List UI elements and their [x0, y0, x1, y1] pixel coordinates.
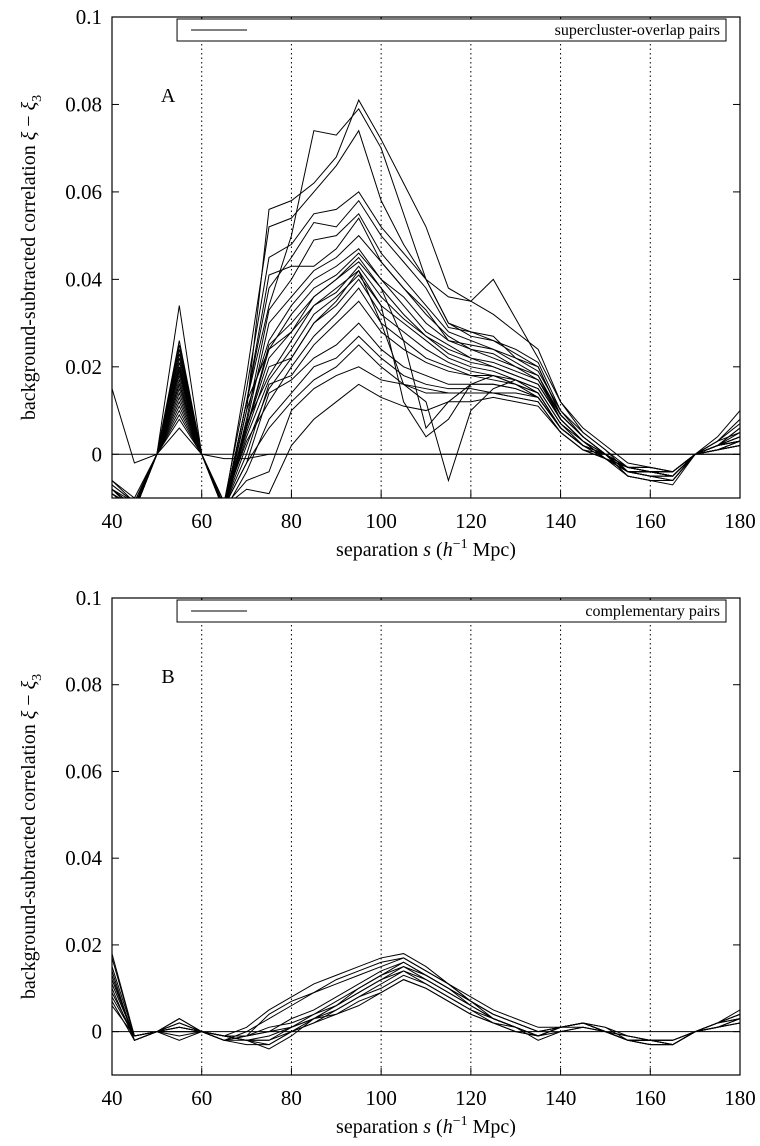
x-axis-label-symbol: h	[443, 1116, 453, 1138]
y-tick-label: 0.06	[65, 180, 102, 204]
y-tick-label: 0.02	[65, 933, 102, 957]
y-tick-label: 0.1	[76, 586, 102, 610]
x-axis-label-text: separation	[336, 1116, 423, 1138]
x-tick-label: 140	[545, 509, 577, 533]
panel-label: B	[161, 666, 174, 688]
x-axis-label-symbol: s	[423, 539, 431, 561]
legend-label: supercluster-overlap pairs	[555, 22, 720, 39]
x-axis-label: separation s (h−1 Mpc)	[336, 537, 516, 561]
series-line-24	[112, 256, 740, 498]
x-tick-label: 140	[545, 1086, 577, 1110]
y-tick-label: 0.04	[65, 846, 102, 870]
y-axis-label-symbol: ξ	[18, 680, 40, 689]
series-line-19	[137, 335, 740, 498]
series-line-8	[112, 974, 740, 1046]
series-line-20	[112, 344, 740, 498]
y-axis-label: background-subtracted correlation ξ − ξ3	[18, 95, 45, 420]
series-line-5	[112, 191, 740, 498]
y-axis-label-subscript: 3	[30, 674, 45, 681]
legend-label: complementary pairs	[585, 603, 720, 620]
x-tick-label: 100	[365, 1086, 397, 1110]
x-axis-label-text: (	[431, 1116, 443, 1138]
y-tick-label: 0.04	[65, 267, 102, 291]
series-line-1	[112, 388, 740, 464]
series-line-9	[112, 979, 740, 1046]
legend-box	[176, 599, 727, 623]
x-tick-label: 80	[281, 509, 302, 533]
x-axis-label: separation s (h−1 Mpc)	[336, 1114, 516, 1138]
series-line-12	[112, 261, 740, 498]
x-axis-label-superscript: −1	[453, 537, 468, 552]
x-tick-label: 180	[724, 1086, 756, 1110]
x-tick-label: 180	[724, 509, 756, 533]
x-tick-label: 160	[635, 509, 667, 533]
plot-frame	[111, 16, 741, 499]
y-axis-label-symbol: ξ	[18, 710, 40, 719]
y-tick-label: 0	[92, 1020, 103, 1044]
y-axis-label-text: background-subtracted correlation	[18, 140, 40, 420]
y-tick-label: 0.06	[65, 759, 102, 783]
series-line-16	[112, 287, 740, 498]
x-tick-label: 120	[455, 509, 487, 533]
y-tick-label: 0	[92, 442, 103, 466]
x-axis-label-text: Mpc)	[468, 539, 516, 561]
series-group	[112, 953, 740, 1050]
y-tick-label: 0.1	[76, 5, 102, 29]
series-line-1	[112, 953, 740, 1046]
series-line-25	[112, 269, 740, 498]
x-axis-label-symbol: h	[443, 539, 453, 561]
x-tick-label: 100	[365, 509, 397, 533]
x-axis-label-text: Mpc)	[468, 1116, 516, 1138]
y-tick-label: 0.08	[65, 92, 102, 116]
series-line-7	[112, 970, 740, 1041]
y-tick-label: 0.02	[65, 355, 102, 379]
x-tick-label: 160	[635, 1086, 667, 1110]
x-axis-label-superscript: −1	[453, 1114, 468, 1129]
y-tick-label: 0.08	[65, 673, 102, 697]
series-line-12	[112, 966, 740, 1046]
y-axis-label-symbol: ξ	[18, 131, 40, 140]
plot-frame	[111, 597, 741, 1076]
y-axis-label: background-subtracted correlation ξ − ξ3	[18, 674, 45, 999]
series-line-18	[112, 322, 740, 498]
series-line-2	[112, 957, 740, 1041]
x-tick-label: 60	[191, 509, 212, 533]
series-line-3	[112, 107, 740, 498]
x-tick-label: 40	[102, 1086, 123, 1110]
x-tick-label: 60	[191, 1086, 212, 1110]
legend: supercluster-overlap pairs	[176, 18, 727, 42]
y-axis-label-text: background-subtracted correlation	[18, 719, 40, 999]
legend: complementary pairs	[176, 599, 727, 623]
series-line-11	[137, 252, 740, 498]
chart-panel-a: 40 60 80 100 120 140 160 180 0 0.02 0.04 0.06 0.08 0.…	[18, 5, 756, 561]
x-axis-label-text: separation	[336, 539, 423, 561]
y-axis-label-symbol: ξ	[18, 101, 40, 110]
y-axis-label-subscript: 3	[30, 95, 45, 102]
panel-label: A	[161, 85, 176, 107]
x-axis-label-text: (	[431, 539, 443, 561]
y-axis-label-text: −	[18, 689, 40, 710]
x-tick-label: 80	[281, 1086, 302, 1110]
chart-panel-b: 40 60 80 100 120 140 160 180 0 0.02 0.04 0.06 0.08 0.…	[18, 586, 756, 1138]
x-tick-label: 120	[455, 1086, 487, 1110]
x-tick-label: 40	[102, 509, 123, 533]
y-axis-label-text: −	[18, 110, 40, 131]
x-axis-label-symbol: s	[423, 1116, 431, 1138]
legend-box	[176, 18, 727, 42]
series-group	[112, 98, 740, 498]
series-line-11	[112, 957, 740, 1046]
